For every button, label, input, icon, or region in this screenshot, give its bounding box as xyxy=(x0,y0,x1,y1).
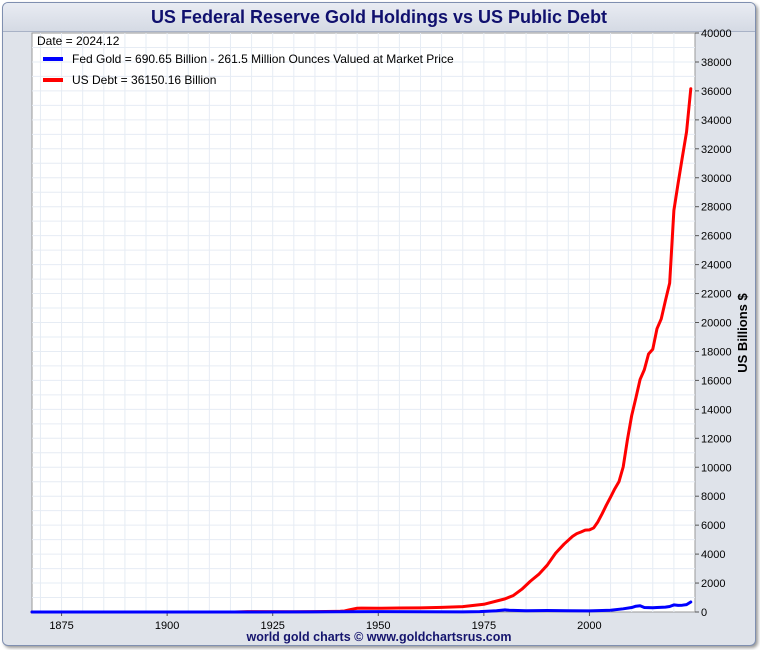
gridlines xyxy=(32,33,695,612)
x-tick-label: 1925 xyxy=(260,620,284,632)
y-tick-label: 20000 xyxy=(701,318,732,330)
x-tick-label: 1950 xyxy=(366,620,390,632)
x-tick-label: 1900 xyxy=(155,620,179,632)
x-tick-label: 2000 xyxy=(577,620,601,632)
y-tick-label: 32000 xyxy=(701,144,732,156)
y-tick-label: 40000 xyxy=(701,28,732,40)
x-axis-ticks: 1875 1900 1925 1950 1975 2000 xyxy=(49,612,602,632)
y-tick-label: 36000 xyxy=(701,86,732,98)
y-tick-label: 28000 xyxy=(701,202,732,214)
y-tick-label: 30000 xyxy=(701,173,732,185)
y-axis-label: US Billions $ xyxy=(735,293,750,373)
y-tick-label: 10000 xyxy=(701,462,732,474)
y-axis-ticks: 0 2000 4000 6000 8000 10000 12000 14000 16000 180… xyxy=(695,28,732,619)
y-tick-label: 24000 xyxy=(701,260,732,272)
date-label: Date = 2024.12 xyxy=(37,34,120,48)
y-tick-label: 0 xyxy=(701,607,707,619)
y-tick-label: 2000 xyxy=(701,578,725,590)
legend: Fed Gold = 690.65 Billion - 261.5 Millio… xyxy=(43,52,454,87)
y-tick-label: 26000 xyxy=(701,231,732,243)
y-tick-label: 38000 xyxy=(701,57,732,69)
series-lines xyxy=(30,87,693,614)
y-tick-label: 4000 xyxy=(701,549,725,561)
y-tick-label: 6000 xyxy=(701,520,725,532)
y-tick-label: 18000 xyxy=(701,346,732,358)
y-tick-label: 16000 xyxy=(701,375,732,387)
x-tick-label: 1875 xyxy=(49,620,73,632)
legend-label-0: Fed Gold = 690.65 Billion - 261.5 Millio… xyxy=(72,52,454,66)
x-tick-label: 1975 xyxy=(472,620,496,632)
chart-svg: 0 2000 4000 6000 8000 10000 12000 14000 16000 180… xyxy=(30,28,750,632)
y-tick-label: 14000 xyxy=(701,404,732,416)
chart-title: US Federal Reserve Gold Holdings vs US P… xyxy=(3,3,755,32)
legend-label-1: US Debt = 36150.16 Billion xyxy=(72,73,216,87)
y-tick-label: 34000 xyxy=(701,115,732,127)
y-tick-label: 12000 xyxy=(701,433,732,445)
y-tick-label: 22000 xyxy=(701,289,732,301)
series-line-0 xyxy=(30,600,693,614)
footer-credit: world gold charts © www.goldchartsrus.co… xyxy=(246,630,512,644)
y-tick-label: 8000 xyxy=(701,491,725,503)
